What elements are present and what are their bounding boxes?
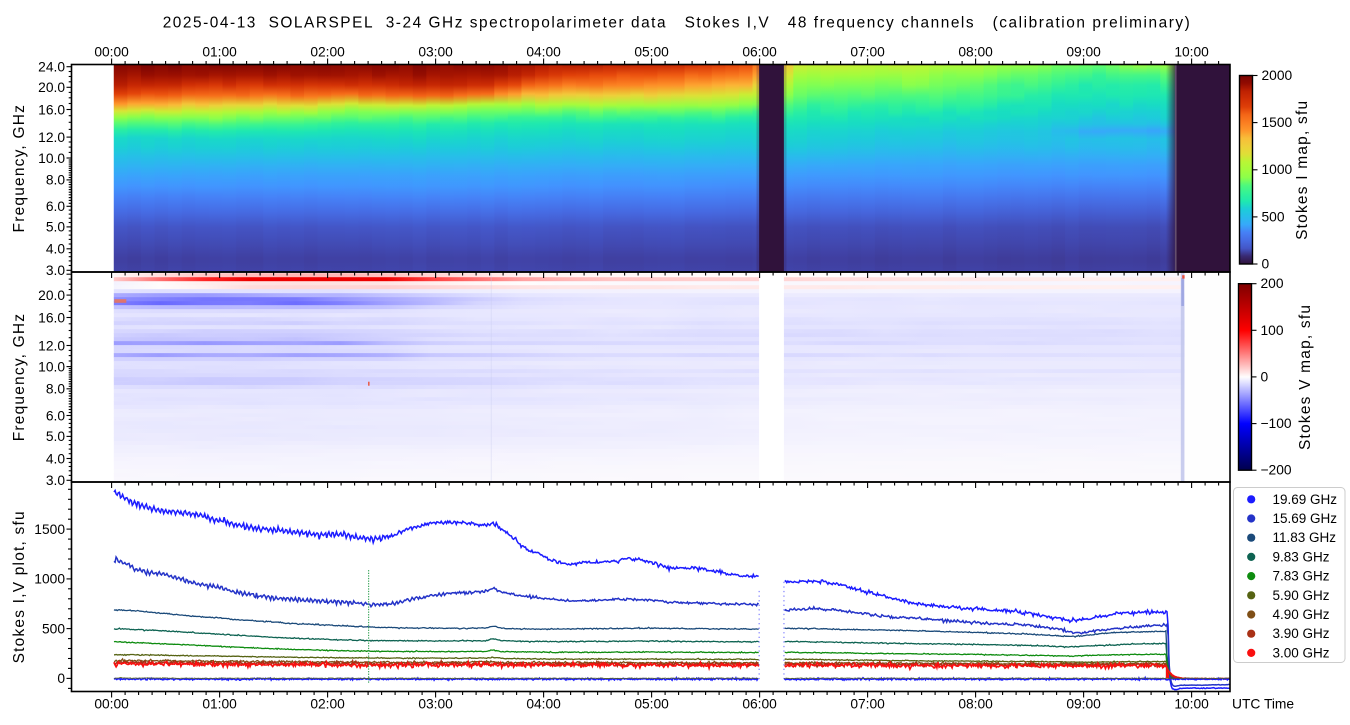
svg-text:03:00: 03:00: [418, 697, 453, 712]
svg-text:06:00: 06:00: [742, 697, 777, 712]
svg-text:Stokes I map, sfu: Stokes I map, sfu: [1294, 100, 1311, 240]
svg-text:3.0: 3.0: [46, 473, 66, 488]
svg-text:1000: 1000: [1262, 162, 1293, 177]
svg-text:UTC Time: UTC Time: [1232, 697, 1294, 712]
svg-text:20.0: 20.0: [38, 288, 65, 303]
svg-text:01:00: 01:00: [202, 697, 237, 712]
svg-text:07:00: 07:00: [850, 697, 885, 712]
svg-text:1500: 1500: [34, 522, 65, 537]
svg-text:12.0: 12.0: [38, 338, 65, 353]
svg-text:11.83 GHz: 11.83 GHz: [1273, 530, 1337, 545]
svg-text:10.0: 10.0: [38, 151, 65, 166]
svg-text:05:00: 05:00: [634, 45, 669, 60]
svg-text:09:00: 09:00: [1066, 45, 1101, 60]
svg-text:04:00: 04:00: [526, 45, 561, 60]
svg-text:2025-04-13 SOLARSPEL 3-24 GH: 2025-04-13 SOLARSPEL 3-24 GHz spectropol…: [163, 15, 1192, 32]
svg-text:08:00: 08:00: [958, 697, 993, 712]
svg-text:1500: 1500: [1262, 115, 1293, 130]
svg-text:0: 0: [57, 671, 65, 686]
svg-text:5.0: 5.0: [46, 429, 66, 444]
svg-text:9.83 GHz: 9.83 GHz: [1273, 549, 1330, 564]
svg-text:−200: −200: [1261, 463, 1292, 478]
svg-text:100: 100: [1261, 323, 1284, 338]
svg-text:500: 500: [42, 621, 65, 636]
svg-text:19.69 GHz: 19.69 GHz: [1273, 492, 1338, 507]
svg-text:08:00: 08:00: [958, 45, 993, 60]
svg-text:−100: −100: [1261, 416, 1292, 431]
svg-text:1000: 1000: [34, 572, 65, 587]
svg-text:3.90 GHz: 3.90 GHz: [1273, 626, 1330, 641]
svg-text:3.0: 3.0: [46, 263, 66, 278]
svg-text:8.0: 8.0: [46, 173, 66, 188]
svg-text:6.0: 6.0: [46, 199, 66, 214]
svg-text:4.90 GHz: 4.90 GHz: [1273, 607, 1330, 622]
svg-text:2000: 2000: [1262, 68, 1293, 83]
svg-text:5.90 GHz: 5.90 GHz: [1273, 588, 1330, 603]
svg-text:10:00: 10:00: [1174, 697, 1209, 712]
svg-text:00:00: 00:00: [94, 45, 129, 60]
svg-text:0: 0: [1262, 257, 1270, 272]
svg-text:15.69 GHz: 15.69 GHz: [1273, 511, 1338, 526]
svg-text:07:00: 07:00: [850, 45, 885, 60]
svg-text:05:00: 05:00: [634, 697, 669, 712]
svg-text:16.0: 16.0: [38, 310, 65, 325]
svg-text:4.0: 4.0: [46, 242, 66, 257]
svg-text:02:00: 02:00: [310, 45, 345, 60]
svg-text:00:00: 00:00: [94, 697, 129, 712]
svg-text:06:00: 06:00: [742, 45, 777, 60]
svg-text:7.83 GHz: 7.83 GHz: [1273, 569, 1330, 584]
svg-text:3.00 GHz: 3.00 GHz: [1273, 645, 1330, 660]
svg-text:12.0: 12.0: [38, 130, 65, 145]
svg-text:03:00: 03:00: [418, 45, 453, 60]
svg-text:01:00: 01:00: [202, 45, 237, 60]
svg-text:Frequency, GHz: Frequency, GHz: [11, 313, 28, 442]
svg-text:24.0: 24.0: [38, 60, 65, 75]
svg-text:4.0: 4.0: [46, 451, 66, 466]
svg-text:200: 200: [1261, 276, 1284, 291]
svg-text:09:00: 09:00: [1066, 697, 1101, 712]
svg-text:Frequency, GHz: Frequency, GHz: [11, 104, 28, 233]
svg-text:6.0: 6.0: [46, 408, 66, 423]
svg-text:500: 500: [1262, 209, 1285, 224]
svg-text:10:00: 10:00: [1174, 45, 1209, 60]
svg-text:5.0: 5.0: [46, 220, 66, 235]
svg-text:Stokes V map, sfu: Stokes V map, sfu: [1297, 304, 1314, 450]
svg-text:10.0: 10.0: [38, 359, 65, 374]
svg-text:Stokes I,V plot, sfu: Stokes I,V plot, sfu: [11, 510, 28, 663]
svg-text:20.0: 20.0: [38, 80, 65, 95]
svg-text:16.0: 16.0: [38, 102, 65, 117]
svg-text:0: 0: [1261, 369, 1269, 384]
svg-text:04:00: 04:00: [526, 697, 561, 712]
svg-text:02:00: 02:00: [310, 697, 345, 712]
svg-text:8.0: 8.0: [46, 382, 66, 397]
